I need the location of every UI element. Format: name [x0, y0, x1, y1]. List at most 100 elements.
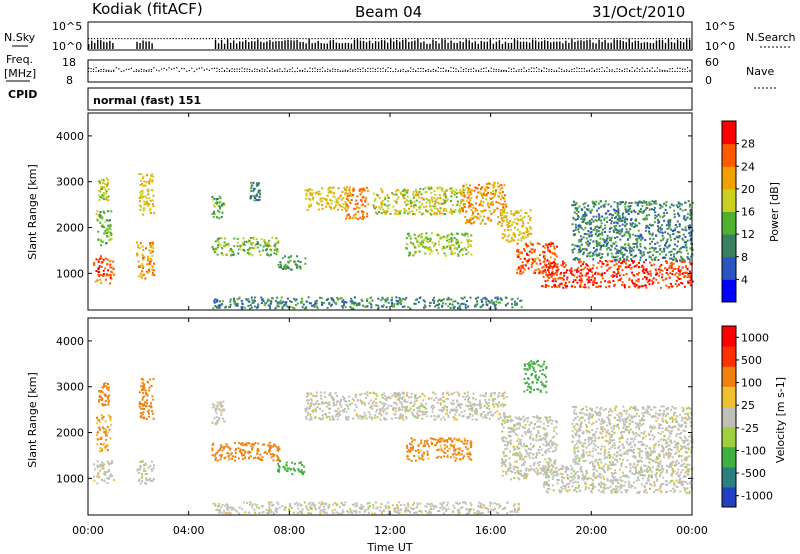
echo-cell: [653, 206, 656, 209]
echo-cell: [669, 236, 672, 239]
echo-cell: [430, 191, 433, 194]
echo-cell: [689, 225, 692, 228]
echo-cell: [633, 226, 635, 229]
echo-cell: [107, 389, 110, 392]
freq-point: [236, 71, 238, 72]
echo-cell: [220, 456, 223, 458]
echo-cell: [562, 265, 565, 268]
freq-point: [641, 71, 643, 72]
echo-cell: [674, 283, 677, 285]
echo-cell: [487, 205, 490, 208]
echo-cell: [146, 263, 148, 266]
echo-cell: [603, 241, 606, 244]
echo-cell: [469, 296, 472, 299]
freq-point: [520, 71, 522, 72]
echo-cell: [617, 230, 620, 233]
echo-cell: [216, 404, 219, 407]
echo-cell: [622, 254, 625, 257]
echo-cell: [321, 187, 324, 190]
echo-cell: [333, 196, 336, 199]
echo-cell: [520, 232, 523, 235]
echo-cell: [145, 418, 148, 420]
echo-cell: [149, 243, 151, 246]
echo-cell: [496, 182, 499, 185]
echo-cell: [494, 307, 497, 310]
echo-cell: [145, 482, 148, 485]
echo-cell: [141, 177, 144, 180]
echo-cell: [468, 397, 471, 399]
echo-cell: [664, 208, 667, 211]
echo-cell: [580, 277, 583, 280]
echo-cell: [251, 301, 254, 304]
echo-cell: [677, 212, 679, 215]
echo-cell: [144, 405, 147, 407]
nave-point: [390, 67, 392, 69]
echo-cell: [632, 249, 635, 252]
echo-cell: [309, 198, 312, 201]
echo-cell: [213, 300, 216, 303]
n-sky-bar: [94, 42, 96, 49]
echo-cell: [678, 202, 680, 205]
echo-cell: [470, 209, 473, 212]
echo-cell: [555, 255, 558, 258]
echo-cell: [661, 276, 664, 279]
echo-cell: [391, 302, 394, 304]
echo-cell: [672, 233, 675, 236]
freq-point: [226, 71, 228, 72]
echo-cell: [598, 244, 601, 247]
echo-cell: [310, 188, 313, 191]
n-search-point: [658, 38, 660, 40]
echo-cell: [107, 397, 110, 400]
echo-cell: [113, 478, 115, 481]
freq-point: [425, 71, 427, 72]
echo-cell: [347, 407, 350, 410]
echo-cell: [600, 244, 603, 247]
echo-cell: [529, 240, 532, 243]
echo-cell: [465, 183, 468, 186]
echo-cell: [659, 253, 661, 256]
echo-cell: [443, 298, 445, 301]
echo-cell: [653, 221, 656, 224]
echo-cell: [462, 207, 464, 210]
echo-cell: [406, 233, 409, 235]
echo-cell: [674, 224, 677, 226]
freq-point: [289, 71, 291, 72]
freq-point: [525, 71, 527, 72]
echo-cell: [427, 240, 430, 243]
freq-point: [110, 71, 112, 72]
n-sky-bar: [459, 41, 461, 49]
echo-cell: [412, 254, 415, 257]
n-sky-bar: [217, 43, 220, 49]
echo-cell: [348, 217, 351, 220]
nave-point: [543, 67, 545, 69]
n-search-point: [498, 38, 500, 40]
echo-cell: [575, 208, 578, 211]
echo-cell: [649, 270, 652, 273]
echo-cell: [664, 256, 667, 259]
echo-cell: [320, 301, 323, 304]
n-sky-bar: [486, 41, 489, 49]
n-sky-bar: [531, 39, 534, 49]
echo-cell: [613, 225, 616, 228]
echo-cell: [101, 399, 104, 402]
colorbar-tick-label: 8: [741, 251, 748, 264]
echo-cell: [595, 282, 598, 285]
echo-cell: [149, 199, 152, 202]
echo-cell: [374, 211, 377, 214]
echo-cell: [218, 217, 221, 220]
echo-cell: [343, 302, 345, 305]
echo-cell: [599, 225, 602, 228]
echo-cell: [416, 397, 419, 400]
echo-cell: [214, 457, 217, 459]
echo-cell: [527, 222, 530, 225]
echo-cell: [605, 212, 608, 215]
echo-cell: [481, 204, 484, 207]
echo-cell: [259, 189, 261, 192]
echo-cell: [280, 266, 283, 269]
nave-point: [88, 67, 90, 69]
echo-cell: [148, 209, 151, 212]
echo-cell: [269, 302, 272, 305]
n-search-point: [655, 38, 657, 40]
echo-cell: [501, 220, 504, 223]
freq-point: [221, 71, 223, 72]
